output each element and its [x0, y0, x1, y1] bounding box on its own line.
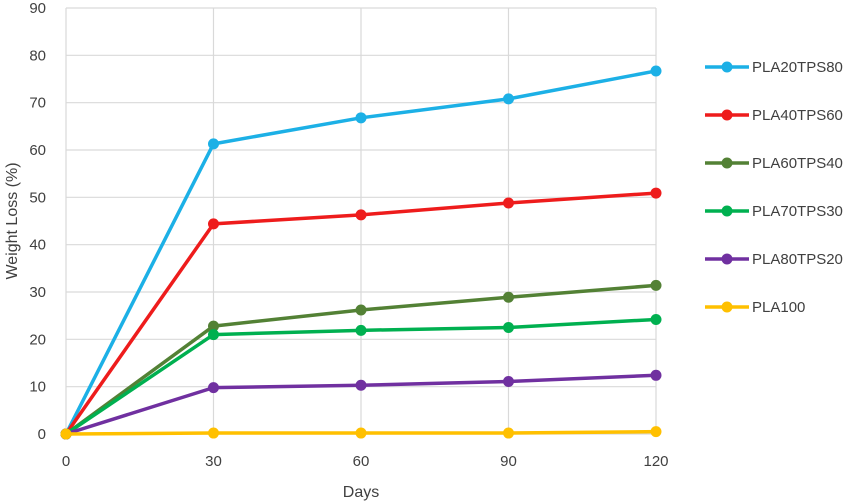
data-point — [355, 379, 367, 391]
gridlines — [65, 7, 657, 435]
legend-swatch-marker — [721, 61, 733, 73]
legend-swatch-marker — [721, 109, 733, 121]
legend-item: PLA80TPS20 — [705, 251, 843, 268]
y-tick-label: 60 — [29, 142, 46, 159]
legend-label: PLA100 — [752, 299, 805, 316]
legend-item: PLA40TPS60 — [705, 107, 843, 124]
legend-label: PLA80TPS20 — [752, 251, 843, 268]
data-point — [650, 426, 662, 438]
legend-swatch-marker — [721, 157, 733, 169]
data-point — [355, 427, 367, 439]
y-tick-label: 10 — [29, 379, 46, 396]
data-point — [503, 93, 514, 105]
data-point — [208, 320, 219, 332]
data-point — [208, 382, 219, 394]
series-pla60tps40 — [60, 279, 662, 440]
legend-swatch-marker — [721, 205, 733, 217]
legend: PLA20TPS80 PLA40TPS60 PLA60TPS40 PLA70TPS30… — [705, 59, 843, 316]
y-tick-label: 70 — [29, 95, 46, 112]
y-tick-label: 90 — [29, 0, 46, 17]
y-axis-ticks: 0 10 20 30 40 50 60 70 80 90 — [29, 0, 46, 443]
x-axis-ticks: 0 30 60 90 120 — [62, 453, 669, 470]
data-point — [650, 279, 662, 291]
x-tick-label: 120 — [643, 453, 668, 470]
data-point — [355, 304, 367, 316]
x-axis-title: Days — [343, 484, 379, 501]
data-point — [503, 322, 514, 333]
data-point — [208, 427, 219, 439]
data-point — [650, 65, 662, 77]
legend-item: PLA60TPS40 — [705, 155, 843, 172]
legend-item: PLA100 — [705, 299, 805, 316]
data-point — [208, 138, 219, 150]
data-point — [355, 324, 367, 336]
data-point — [503, 197, 514, 209]
data-point — [60, 428, 72, 440]
x-tick-label: 60 — [353, 453, 370, 470]
y-tick-label: 40 — [29, 237, 46, 254]
x-tick-label: 90 — [500, 453, 517, 470]
data-point — [650, 369, 662, 381]
plot-area — [60, 65, 662, 440]
legend-swatch-marker — [721, 253, 733, 265]
legend-item: PLA70TPS30 — [705, 203, 843, 220]
data-point — [503, 375, 514, 387]
x-tick-label: 0 — [62, 453, 70, 470]
data-point — [503, 427, 514, 439]
y-tick-label: 30 — [29, 284, 46, 301]
data-point — [650, 313, 662, 325]
legend-label: PLA70TPS30 — [752, 203, 843, 220]
legend-label: PLA40TPS60 — [752, 107, 843, 124]
data-point — [355, 209, 367, 221]
x-tick-label: 30 — [205, 453, 222, 470]
y-tick-label: 80 — [29, 47, 46, 64]
series-pla100 — [60, 426, 662, 440]
data-point — [208, 329, 219, 341]
y-axis-title: Weight Loss (%) — [4, 162, 21, 279]
series-pla80tps20 — [60, 369, 662, 440]
data-point — [650, 187, 662, 199]
legend-item: PLA20TPS80 — [705, 59, 843, 76]
y-tick-label: 20 — [29, 331, 46, 348]
data-point — [503, 291, 514, 303]
data-point — [208, 218, 219, 230]
legend-label: PLA60TPS40 — [752, 155, 843, 172]
legend-swatch-marker — [721, 301, 733, 313]
data-point — [355, 112, 367, 124]
y-tick-label: 50 — [29, 189, 46, 206]
legend-label: PLA20TPS80 — [752, 59, 843, 76]
y-tick-label: 0 — [38, 426, 46, 443]
